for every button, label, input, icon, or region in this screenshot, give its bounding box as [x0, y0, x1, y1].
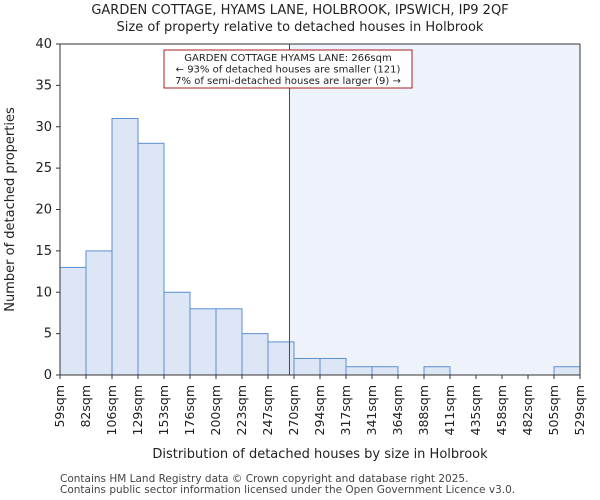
bar-341sqm — [371, 366, 399, 376]
bar-129sqm — [137, 142, 165, 376]
annotation-line-2: ← 93% of detached houses are smaller (12… — [176, 65, 401, 76]
bar-223sqm — [241, 333, 269, 376]
y-tick-label-15: 15 — [35, 244, 52, 259]
x-tick-label-458sqm: 458sqm — [494, 385, 509, 435]
x-tick-label-270sqm: 270sqm — [286, 385, 301, 435]
x-tick-label-200sqm: 200sqm — [208, 385, 223, 435]
x-tick-label-482sqm: 482sqm — [520, 385, 535, 435]
bar-317sqm — [345, 366, 373, 376]
x-tick-label-505sqm: 505sqm — [546, 385, 561, 435]
bar-59sqm — [59, 266, 87, 376]
bar-153sqm — [163, 291, 191, 376]
x-tick-label-129sqm: 129sqm — [130, 385, 145, 435]
footer-copyright: Contains HM Land Registry data © Crown c… — [60, 473, 469, 485]
x-tick-label-153sqm: 153sqm — [156, 385, 171, 435]
bar-294sqm — [319, 357, 347, 376]
y-ticks-group: 0 5 10 15 20 25 30 35 40 — [35, 37, 60, 383]
bar-106sqm — [111, 117, 139, 376]
y-tick-label-35: 35 — [35, 78, 52, 93]
y-axis-label: Number of detached properties — [3, 107, 18, 312]
bar-270sqm — [293, 357, 321, 376]
x-tick-label-59sqm: 59sqm — [52, 385, 67, 428]
x-tick-label-529sqm: 529sqm — [572, 385, 587, 435]
x-tick-label-294sqm: 294sqm — [312, 385, 327, 435]
y-tick-label-40: 40 — [35, 37, 52, 52]
x-tick-label-364sqm: 364sqm — [390, 385, 405, 435]
y-tick-label-5: 5 — [44, 327, 52, 342]
x-tick-label-435sqm: 435sqm — [468, 385, 483, 435]
annotation-box: GARDEN COTTAGE HYAMS LANE: 266sqm ← 93% … — [163, 49, 413, 89]
bar-505sqm — [553, 366, 581, 376]
x-axis-label: Distribution of detached houses by size … — [152, 447, 488, 462]
annotation-frame — [163, 49, 413, 89]
y-tick-label-10: 10 — [35, 285, 52, 300]
x-tick-label-317sqm: 317sqm — [338, 385, 353, 435]
y-tick-label-30: 30 — [35, 120, 52, 135]
x-tick-label-411sqm: 411sqm — [442, 385, 457, 435]
y-tick-label-25: 25 — [35, 161, 52, 176]
annotation-line-3: 7% of semi-detached houses are larger (9… — [175, 76, 401, 87]
x-tick-label-247sqm: 247sqm — [260, 385, 275, 435]
bar-176sqm — [189, 308, 217, 376]
annotation-line-1: GARDEN COTTAGE HYAMS LANE: 266sqm — [184, 53, 391, 64]
y-tick-label-0: 0 — [44, 368, 52, 383]
x-tick-label-388sqm: 388sqm — [416, 385, 431, 435]
bars-group — [59, 117, 581, 376]
bar-200sqm — [215, 308, 243, 376]
y-tick-label-20: 20 — [35, 203, 52, 218]
x-tick-label-82sqm: 82sqm — [78, 385, 93, 428]
bar-388sqm — [423, 366, 451, 376]
x-tick-label-223sqm: 223sqm — [234, 385, 249, 435]
x-ticks-group: 59sqm 82sqm 106sqm 129sqm 153sqm 176sqm 200sqm… — [52, 375, 587, 435]
x-tick-label-341sqm: 341sqm — [364, 385, 379, 435]
footer-licence: Contains public sector information licen… — [60, 484, 516, 496]
x-tick-label-176sqm: 176sqm — [182, 385, 197, 435]
chart-title-address: GARDEN COTTAGE, HYAMS LANE, HOLBROOK, IP… — [91, 3, 509, 18]
bar-82sqm — [85, 250, 113, 376]
x-tick-label-106sqm: 106sqm — [104, 385, 119, 435]
larger-properties-shade — [289, 44, 580, 375]
bar-247sqm — [267, 341, 295, 376]
chart-subtitle: Size of property relative to detached ho… — [116, 20, 484, 35]
